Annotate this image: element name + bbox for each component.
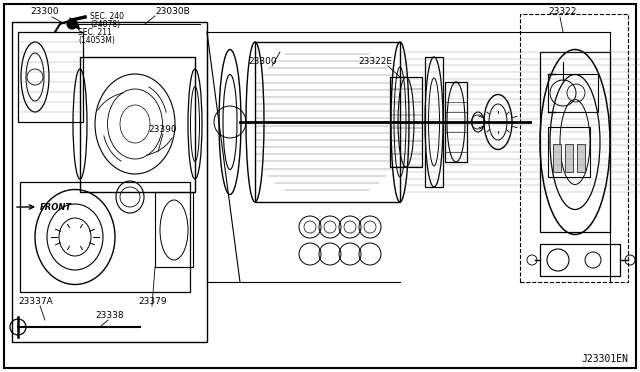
Text: 23322E: 23322E	[358, 57, 392, 66]
Bar	[12, 22, 207, 342]
Text: 23337A: 23337A	[18, 297, 52, 306]
Text: 23030B: 23030B	[155, 7, 189, 16]
Text: 23300: 23300	[30, 7, 59, 16]
Bar	[565, 144, 573, 172]
Bar	[425, 57, 443, 187]
Text: (24078): (24078)	[90, 19, 120, 29]
Bar	[390, 77, 422, 167]
Bar	[18, 32, 83, 122]
Text: FRONT: FRONT	[40, 202, 72, 212]
Text: 23338: 23338	[95, 311, 124, 320]
Bar	[540, 244, 620, 276]
Bar	[577, 144, 585, 172]
Circle shape	[67, 19, 77, 29]
Text: 23300: 23300	[248, 57, 276, 66]
Text: 23379: 23379	[138, 297, 166, 306]
Bar	[20, 182, 190, 292]
Bar	[80, 57, 195, 192]
Bar	[553, 144, 561, 172]
Text: SEC. 211: SEC. 211	[78, 28, 112, 36]
Bar	[540, 52, 610, 232]
Bar	[548, 127, 590, 177]
Text: (14053M): (14053M)	[78, 35, 115, 45]
Bar	[445, 82, 467, 162]
Text: SEC. 240: SEC. 240	[90, 12, 124, 20]
Bar	[155, 192, 193, 267]
Text: J23301EN: J23301EN	[581, 354, 628, 364]
Text: 23322: 23322	[548, 7, 577, 16]
Bar	[255, 42, 400, 202]
Text: 23390: 23390	[148, 125, 177, 134]
Bar	[548, 74, 598, 112]
